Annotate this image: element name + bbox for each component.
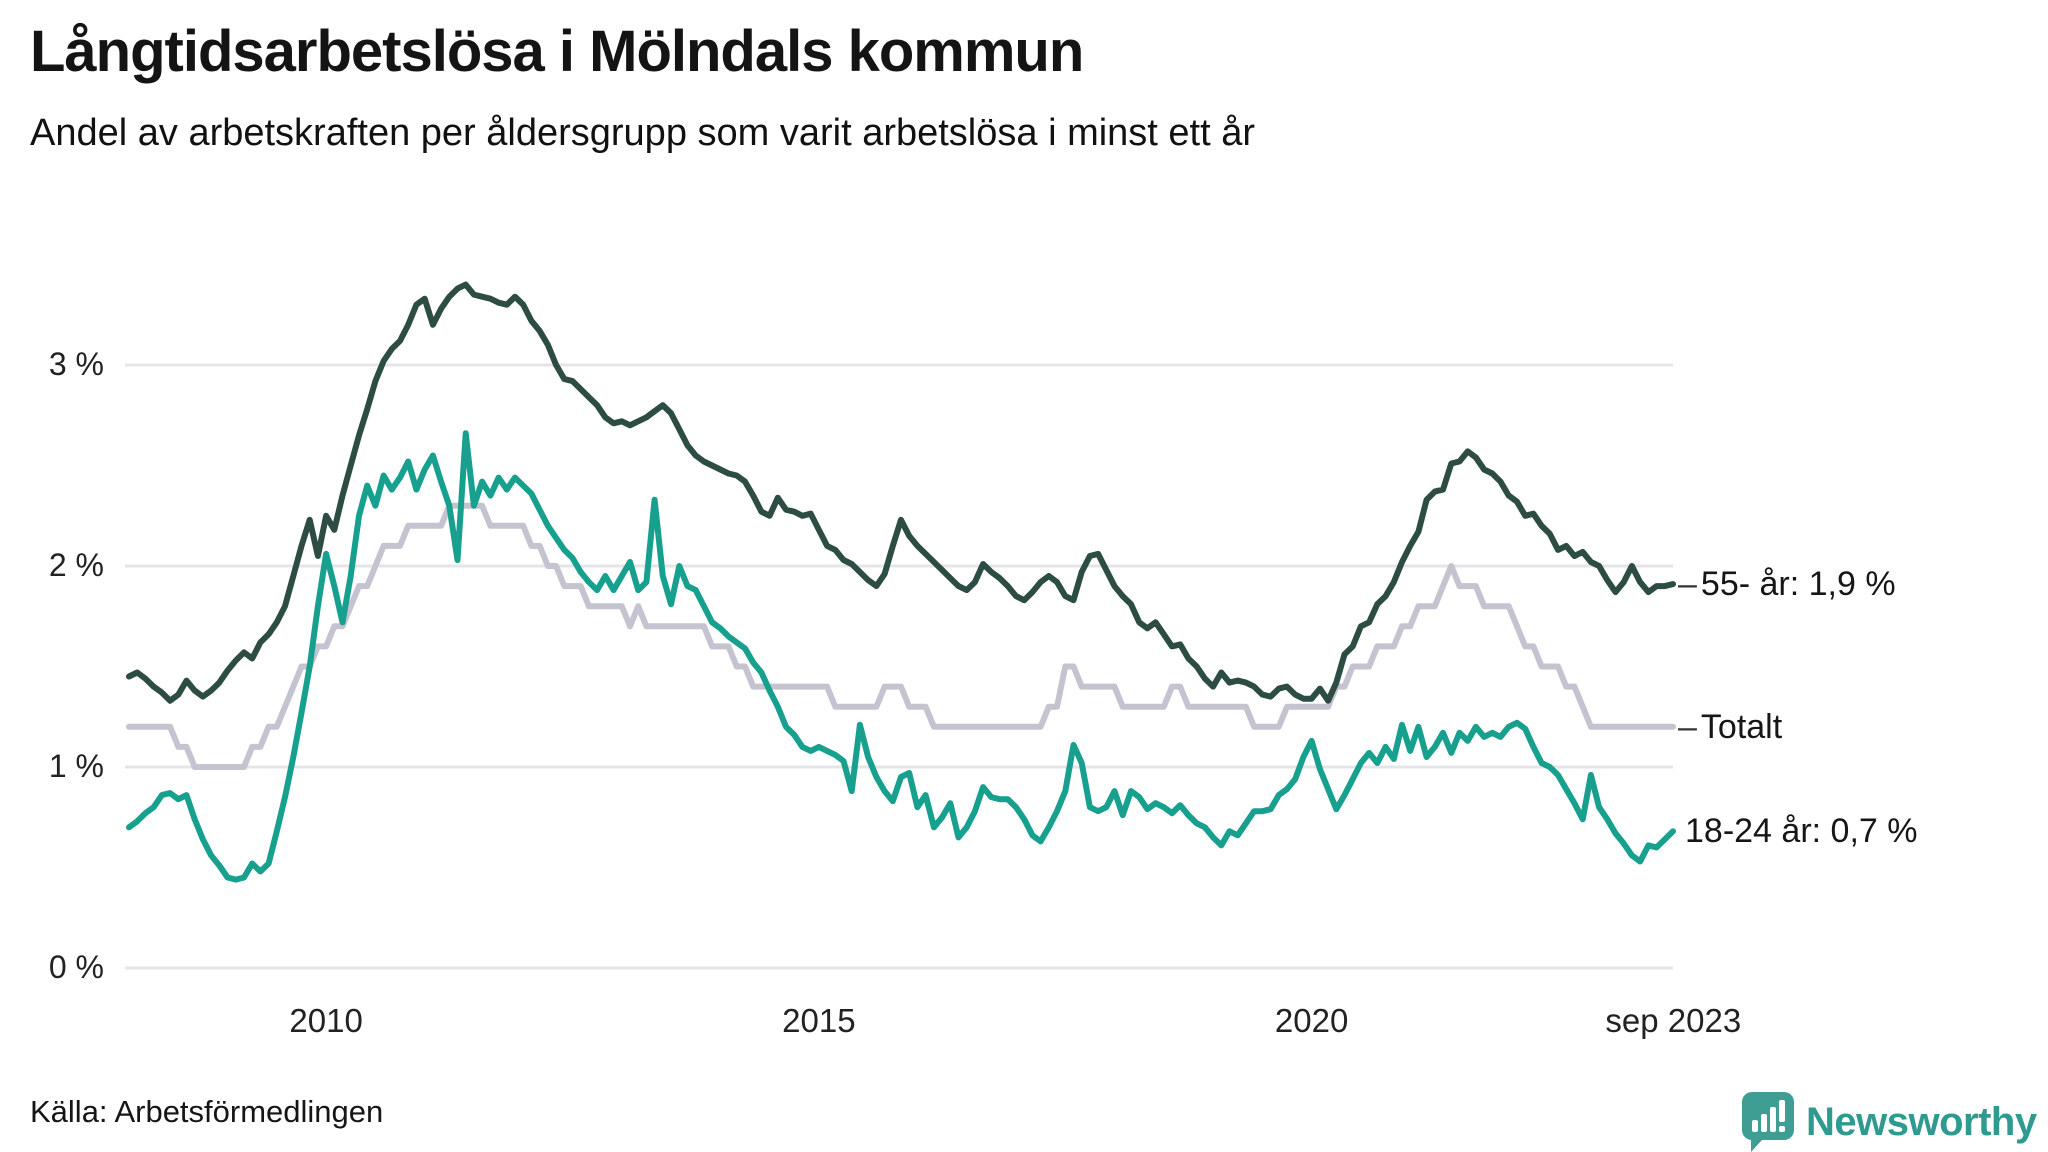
page-title: Långtidsarbetslösa i Mölndals kommun	[30, 19, 1084, 84]
newsworthy-wordmark: Newsworthy	[1806, 1099, 2037, 1144]
x-axis-tick-2015: 2015	[782, 1002, 856, 1039]
x-axis-tick-2010: 2010	[289, 1002, 363, 1039]
y-axis-tick-1: 1 %	[48, 748, 104, 784]
source-credit: Källa: Arbetsförmedlingen	[30, 1094, 384, 1129]
series-end-label-55-text: 55- år: 1,9 %	[1700, 565, 1896, 604]
y-axis-tick-2: 2 %	[48, 547, 104, 583]
label-dash-icon: –	[1678, 565, 1697, 604]
label-dash-icon: –	[1678, 707, 1697, 746]
y-axis-tick-3: 3 %	[48, 346, 104, 382]
series-end-label-total-text: Totalt	[1700, 707, 1783, 746]
series-end-label-18-24: 18-24 år: 0,7 %	[1685, 811, 1917, 851]
y-axis-tick-0: 0 %	[48, 949, 104, 985]
x-axis-tick-sep-2023: sep 2023	[1605, 1002, 1742, 1039]
series-end-label-55: –55- år: 1,9 %	[1678, 564, 1896, 604]
series-end-label-18-24-text: 18-24 år: 0,7 %	[1685, 812, 1918, 851]
series-end-label-total: – Totalt	[1678, 707, 1782, 747]
page-subtitle: Andel av arbetskraften per åldersgrupp s…	[30, 112, 1256, 154]
newsworthy-logo-icon	[1742, 1092, 1794, 1152]
newsworthy-brand: Newsworthy	[1742, 1092, 2037, 1152]
x-axis-tick-2020: 2020	[1274, 1002, 1349, 1039]
